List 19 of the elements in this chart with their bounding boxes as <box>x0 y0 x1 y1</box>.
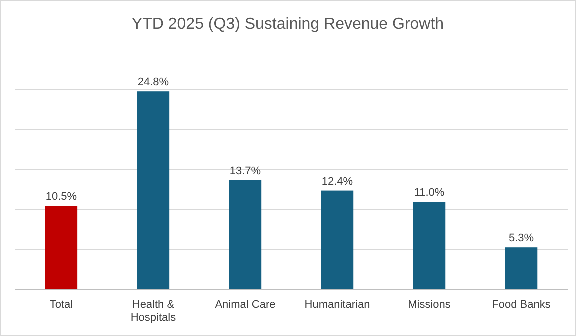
bar <box>229 180 262 290</box>
data-label: 5.3% <box>508 232 534 245</box>
x-tick-label: Animal Care <box>215 299 276 311</box>
data-label: 24.8% <box>138 76 170 89</box>
x-tick-label: Food Banks <box>492 299 552 311</box>
x-tick-label: Total <box>50 299 74 311</box>
bar <box>505 248 538 290</box>
x-tick-label: Humanitarian <box>304 299 370 311</box>
x-tick-label: Missions <box>408 299 452 311</box>
bar <box>45 206 78 290</box>
data-label: 13.7% <box>230 165 262 178</box>
data-label: 10.5% <box>46 191 78 203</box>
x-tick-label: Health & Hospitals <box>130 299 177 324</box>
bar <box>137 92 170 290</box>
chart-title: YTD 2025 (Q3) Sustaining Revenue Growth <box>132 16 444 33</box>
bar <box>413 202 446 290</box>
data-label: 12.4% <box>322 176 354 188</box>
data-label: 11.0% <box>414 187 445 199</box>
bar <box>321 190 354 290</box>
